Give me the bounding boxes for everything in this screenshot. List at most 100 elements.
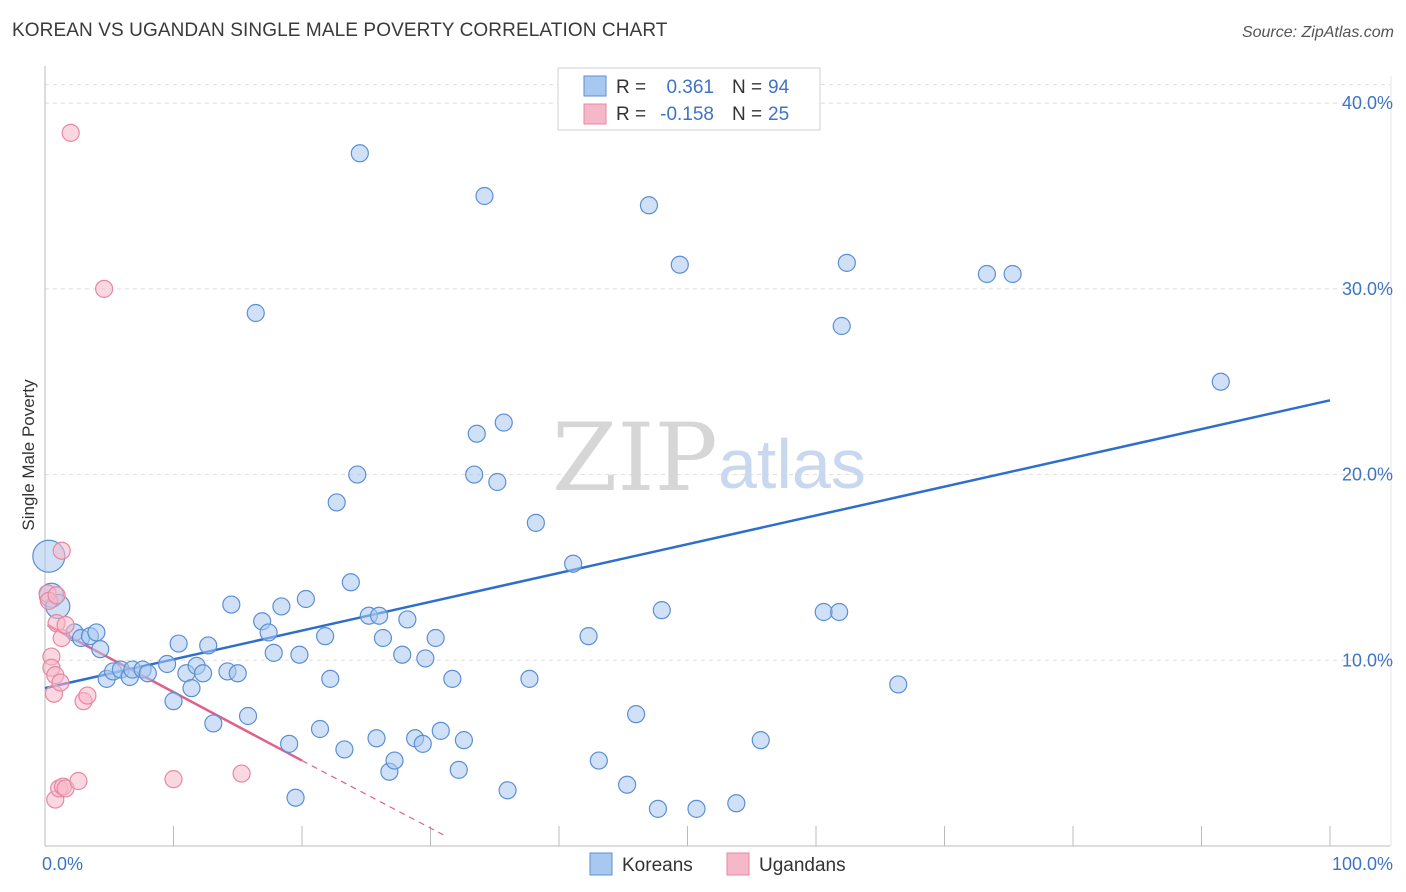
legend-n-value-ugandans: 25 xyxy=(768,104,789,125)
point-ugandans xyxy=(52,541,71,560)
series-legend-label-ugandans: Ugandans xyxy=(759,855,846,876)
point-koreans xyxy=(169,634,188,653)
point-koreans xyxy=(564,554,583,573)
point-koreans xyxy=(443,669,462,688)
watermark-zip: ZIP xyxy=(552,404,718,513)
point-koreans xyxy=(350,144,369,163)
axes-layer xyxy=(44,66,1390,847)
point-koreans xyxy=(488,472,507,492)
stats-legend: R = 0.361 N = 94 R = -0.158 N = 25 xyxy=(557,67,821,131)
series-legend-swatch-koreans xyxy=(589,852,613,876)
y-tick-label: 10.0% xyxy=(1342,650,1393,670)
trendline-koreans xyxy=(44,399,1331,690)
point-koreans xyxy=(494,413,513,432)
point-koreans xyxy=(91,640,110,659)
trendline-ugandans-extension xyxy=(301,760,444,836)
point-koreans xyxy=(431,721,450,740)
point-koreans xyxy=(341,573,360,592)
series-legend-swatch-ugandans xyxy=(726,852,750,876)
point-koreans xyxy=(138,664,157,683)
point-koreans xyxy=(520,669,539,688)
point-ugandans xyxy=(78,686,97,705)
point-koreans xyxy=(670,255,689,274)
point-koreans xyxy=(639,196,659,215)
point-koreans xyxy=(321,669,340,688)
point-koreans xyxy=(751,731,770,750)
point-ugandans xyxy=(164,770,183,789)
point-koreans xyxy=(977,264,997,284)
legend-r-label-ugandans: R = xyxy=(616,104,646,125)
legend-r-label-koreans: R = xyxy=(616,77,646,98)
point-koreans xyxy=(367,729,386,748)
point-koreans xyxy=(286,788,305,807)
chart-title: KOREAN VS UGANDAN SINGLE MALE POVERTY CO… xyxy=(12,20,668,41)
point-ugandans xyxy=(232,764,251,783)
point-koreans xyxy=(193,664,213,683)
point-koreans xyxy=(264,643,283,662)
point-koreans xyxy=(327,493,346,512)
point-koreans xyxy=(373,628,393,648)
legend-swatch-ugandans xyxy=(583,103,607,125)
point-ugandans xyxy=(47,586,66,605)
point-koreans xyxy=(837,253,856,272)
point-koreans xyxy=(296,589,315,609)
point-koreans xyxy=(626,705,646,724)
watermark-atlas: atlas xyxy=(718,425,866,503)
point-ugandans xyxy=(61,123,80,142)
point-koreans xyxy=(228,664,247,683)
point-koreans xyxy=(398,610,417,629)
point-koreans xyxy=(475,186,494,206)
legend-n-value-koreans: 94 xyxy=(768,77,790,98)
point-koreans xyxy=(830,602,849,622)
point-koreans xyxy=(465,465,484,484)
point-koreans xyxy=(579,627,598,646)
point-koreans xyxy=(449,760,468,779)
point-koreans xyxy=(832,316,851,336)
point-koreans xyxy=(238,706,258,726)
point-koreans xyxy=(157,654,177,674)
point-koreans xyxy=(246,303,265,323)
point-ugandans xyxy=(51,673,70,692)
point-ugandans xyxy=(95,279,114,298)
point-ugandans xyxy=(56,615,75,635)
y-tick-label: 30.0% xyxy=(1342,279,1393,299)
point-koreans xyxy=(589,751,608,770)
legend-r-value-koreans: 0.361 xyxy=(666,77,714,98)
point-ugandans xyxy=(69,771,88,791)
points-layer xyxy=(32,123,1230,818)
point-koreans xyxy=(648,799,668,818)
point-koreans xyxy=(290,645,309,664)
y-axis-title: Single Male Poverty xyxy=(19,379,38,531)
y-tick-label: 40.0% xyxy=(1342,93,1393,113)
point-koreans xyxy=(416,649,435,668)
point-koreans xyxy=(204,714,223,733)
point-koreans xyxy=(348,465,367,484)
point-koreans xyxy=(182,679,201,698)
point-koreans xyxy=(687,799,706,818)
point-koreans xyxy=(413,734,432,753)
point-koreans xyxy=(426,628,445,648)
watermark: ZIP atlas xyxy=(552,404,866,513)
point-koreans xyxy=(526,513,545,532)
point-koreans xyxy=(259,623,278,642)
point-koreans xyxy=(652,601,671,620)
legend-n-label-ugandans: N = xyxy=(732,104,762,125)
legend-r-value-ugandans: -0.158 xyxy=(660,104,714,125)
y-tick-label: 20.0% xyxy=(1342,465,1393,485)
point-koreans xyxy=(280,734,299,753)
point-koreans xyxy=(618,775,637,794)
legend-n-label-koreans: N = xyxy=(732,77,762,98)
point-koreans xyxy=(467,424,486,443)
point-koreans xyxy=(498,781,517,800)
point-koreans xyxy=(1211,372,1230,391)
point-koreans xyxy=(370,606,389,625)
point-koreans xyxy=(199,636,218,655)
source-label: Source: ZipAtlas.com xyxy=(1241,24,1394,41)
x-tick-label: 0.0% xyxy=(42,854,83,874)
x-tick-label: 100.0% xyxy=(1332,854,1393,874)
point-koreans xyxy=(814,602,833,622)
point-koreans xyxy=(316,627,335,646)
point-koreans xyxy=(1003,264,1022,284)
tick-labels: 10.0% 20.0% 30.0% 40.0% 0.0% 100.0% xyxy=(42,93,1393,874)
